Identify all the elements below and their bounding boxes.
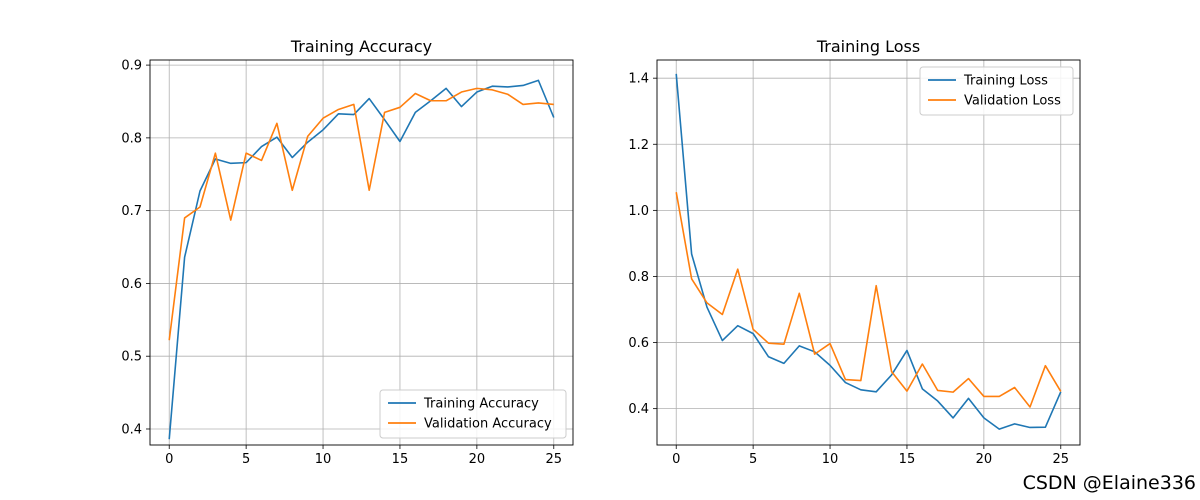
accuracy-x-tick-label: 5 [242,452,250,467]
accuracy-y-tick-label: 0.4 [121,422,142,437]
loss-x-tick-label: 5 [749,452,757,467]
loss-y-tick-label: 1.2 [628,138,649,153]
accuracy-x-tick-label: 20 [469,452,486,467]
loss-x-tick-label: 10 [822,452,839,467]
loss-y-tick-label: 0.8 [628,270,649,285]
validation-accuracy-legend-label: Validation Accuracy [424,417,552,432]
training-loss-line [675,73,1062,430]
training-accuracy-line [168,79,555,440]
loss-y-tick-label: 0.4 [628,402,649,417]
loss-x-tick-label: 15 [899,452,916,467]
accuracy-chart-title: Training Accuracy [290,37,432,56]
loss-y-tick-label: 1.4 [628,72,649,87]
loss-subplot: 0 5 10 15 20 25 0.4 0.6 0.8 1.0 1.2 1.4 Training Los… [628,37,1081,467]
accuracy-y-tick-label: 0.5 [121,350,142,365]
accuracy-x-tick-label: 25 [545,452,562,467]
accuracy-subplot: 0 5 10 15 20 25 0.4 0.5 0.6 0.7 0.8 0.9 Training Acc… [121,37,574,467]
accuracy-x-tick-label: 0 [165,452,173,467]
accuracy-axes-frame [149,59,574,446]
loss-x-tick-label: 20 [976,452,993,467]
loss-x-tick-label: 25 [1052,452,1069,467]
accuracy-y-tick-label: 0.6 [121,277,142,292]
validation-loss-line [675,192,1062,408]
loss-y-tick-label: 1.0 [628,204,649,219]
accuracy-y-tick-label: 0.9 [121,59,142,74]
loss-x-tick-label: 0 [672,452,680,467]
accuracy-x-tick-label: 10 [315,452,332,467]
loss-legend-box [919,66,1074,116]
validation-loss-legend-label: Validation Loss [964,94,1061,109]
loss-legend: Training Loss Validation Loss [919,66,1074,116]
accuracy-legend: Training Accuracy Validation Accuracy [379,389,567,439]
watermark-text: CSDN @Elaine336 [1023,472,1196,494]
training-loss-legend-label: Training Loss [963,74,1048,89]
accuracy-y-tick-label: 0.8 [121,131,142,146]
accuracy-legend-box [379,389,567,439]
accuracy-x-tick-label: 15 [392,452,409,467]
training-accuracy-legend-label: Training Accuracy [423,397,539,412]
validation-accuracy-line [168,87,554,341]
loss-chart-title: Training Loss [816,37,920,56]
accuracy-y-tick-label: 0.7 [121,204,142,219]
loss-y-tick-label: 0.6 [628,336,649,351]
loss-axes-frame [656,59,1081,446]
